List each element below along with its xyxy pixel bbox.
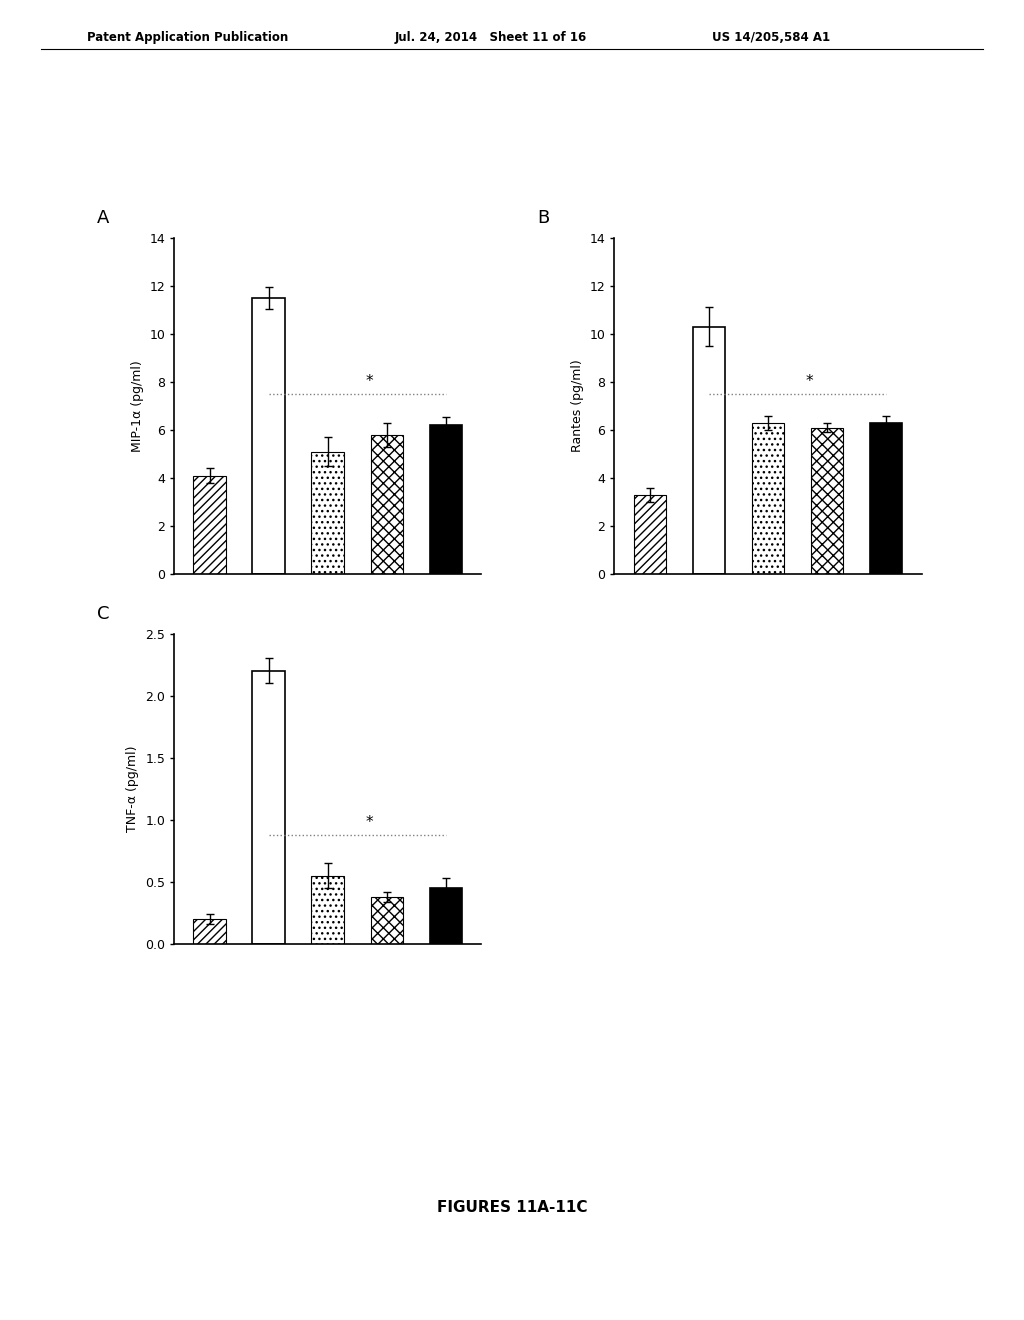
Text: Patent Application Publication: Patent Application Publication <box>87 32 289 44</box>
Bar <box>430 888 462 944</box>
Bar <box>634 495 666 574</box>
Bar <box>252 298 285 574</box>
Bar <box>430 425 462 574</box>
Text: B: B <box>538 209 550 227</box>
Bar <box>311 451 344 574</box>
Bar <box>252 671 285 944</box>
Bar <box>692 326 725 574</box>
Bar <box>371 434 403 574</box>
Bar <box>194 475 225 574</box>
Text: US 14/205,584 A1: US 14/205,584 A1 <box>712 32 829 44</box>
Y-axis label: MIP-1α (pg/ml): MIP-1α (pg/ml) <box>131 360 143 451</box>
Text: *: * <box>366 814 373 830</box>
Text: Jul. 24, 2014   Sheet 11 of 16: Jul. 24, 2014 Sheet 11 of 16 <box>394 32 587 44</box>
Text: *: * <box>806 374 813 389</box>
Text: A: A <box>97 209 110 227</box>
Y-axis label: Rantes (pg/ml): Rantes (pg/ml) <box>571 359 584 453</box>
Bar <box>194 919 225 944</box>
Bar <box>752 422 784 574</box>
Bar <box>870 422 902 574</box>
Text: C: C <box>97 605 110 623</box>
Text: FIGURES 11A-11C: FIGURES 11A-11C <box>437 1200 587 1216</box>
Text: *: * <box>366 374 373 389</box>
Bar <box>371 896 403 944</box>
Bar <box>311 875 344 944</box>
Bar <box>811 428 844 574</box>
Y-axis label: TNF-α (pg/ml): TNF-α (pg/ml) <box>127 746 139 832</box>
